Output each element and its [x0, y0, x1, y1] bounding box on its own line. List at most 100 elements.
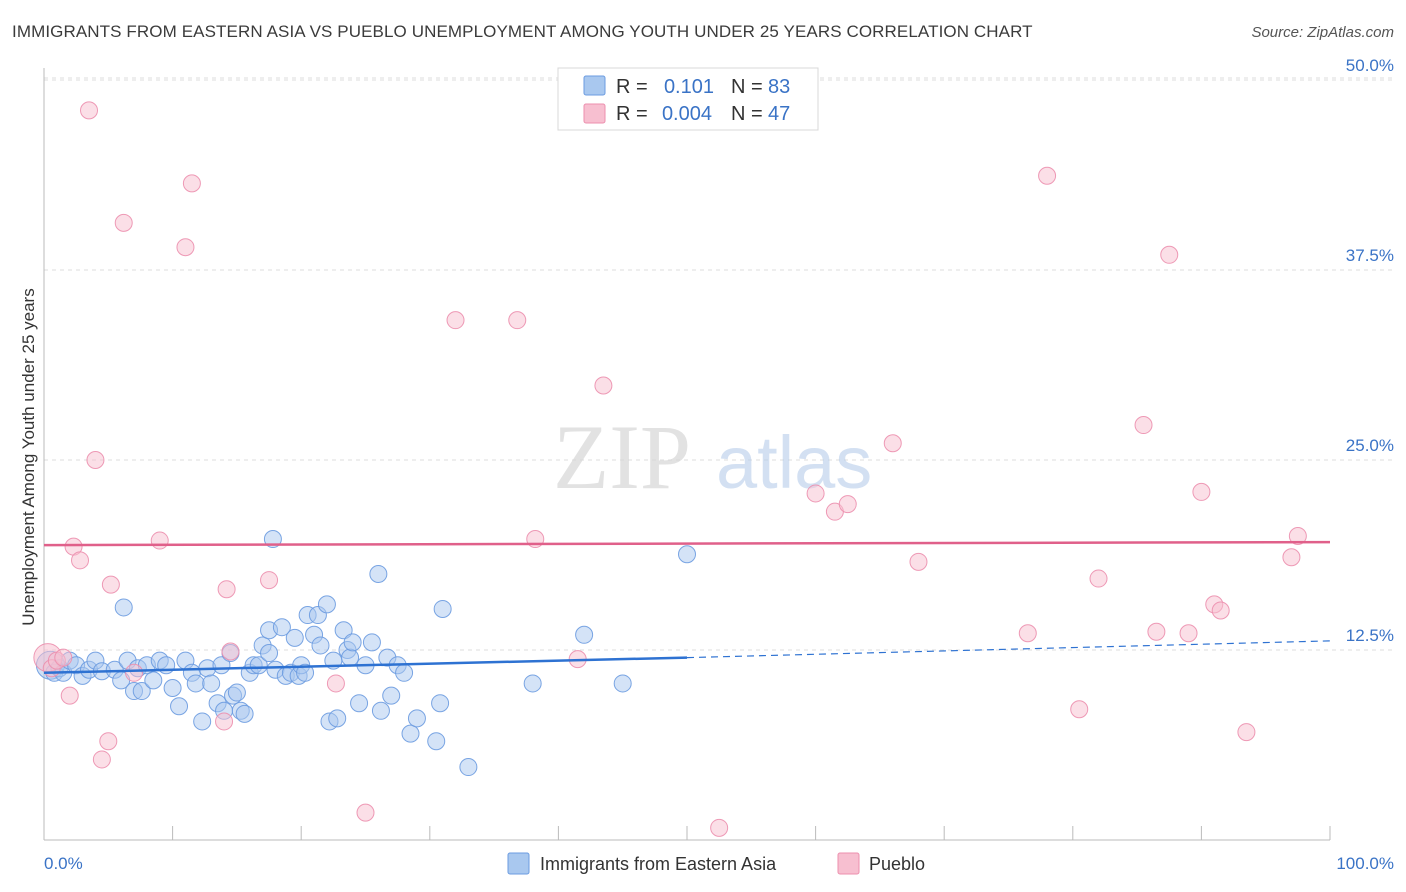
watermark-zip: ZIP — [553, 406, 691, 508]
gridlines — [44, 77, 1394, 651]
y-tick-label: 12.5% — [1346, 626, 1394, 645]
point-pueblo — [1134, 416, 1153, 435]
point-immigrants-eastern-asia — [227, 683, 246, 702]
point-pueblo — [92, 750, 111, 769]
point-pueblo — [446, 311, 465, 330]
point-pueblo — [508, 311, 527, 330]
y-tick-label: 25.0% — [1346, 436, 1394, 455]
trend-lines — [43, 540, 1331, 675]
correlation-legend: R = 0.101 N = 83 R = 0.004 N = 47 — [557, 67, 819, 131]
point-immigrants-eastern-asia — [575, 625, 594, 644]
point-immigrants-eastern-asia — [382, 686, 401, 705]
point-immigrants-eastern-asia — [317, 595, 336, 614]
point-immigrants-eastern-asia — [362, 633, 381, 652]
point-immigrants-eastern-asia — [678, 545, 696, 564]
point-immigrants-eastern-asia — [260, 644, 279, 663]
point-immigrants-eastern-asia — [235, 704, 254, 723]
point-pueblo — [99, 732, 118, 751]
point-immigrants-eastern-asia — [186, 674, 205, 693]
point-immigrants-eastern-asia — [272, 618, 291, 637]
point-pueblo — [838, 495, 857, 514]
point-immigrants-eastern-asia — [144, 671, 163, 690]
point-pueblo — [80, 101, 99, 120]
point-immigrants-eastern-asia — [401, 724, 420, 743]
point-immigrants-eastern-asia — [523, 674, 542, 693]
trend-line-extension-immigrants-eastern-asia — [686, 640, 1331, 659]
point-pueblo — [1282, 548, 1301, 567]
trend-line-immigrants-eastern-asia — [43, 656, 688, 675]
y-axis-label: Unemployment Among Youth under 25 years — [19, 288, 38, 625]
point-pueblo — [54, 648, 73, 667]
point-pueblo — [1018, 624, 1037, 643]
watermark-atlas: atlas — [716, 421, 872, 504]
point-pueblo — [176, 238, 195, 257]
legend-r-label-1: R = — [616, 76, 648, 98]
point-immigrants-eastern-asia — [285, 628, 304, 647]
point-immigrants-eastern-asia — [328, 709, 347, 728]
point-pueblo — [1089, 569, 1108, 588]
point-pueblo — [260, 571, 279, 590]
point-immigrants-eastern-asia — [132, 682, 151, 701]
point-immigrants-eastern-asia — [427, 732, 446, 751]
legend-n-value-1: 83 — [768, 76, 790, 98]
point-immigrants-eastern-asia — [263, 530, 282, 549]
point-immigrants-eastern-asia — [202, 674, 221, 693]
point-pueblo — [1179, 624, 1198, 643]
legend-n-value-2: 47 — [768, 103, 790, 125]
point-pueblo — [101, 575, 120, 594]
point-pueblo — [1237, 723, 1256, 742]
point-pueblo — [356, 803, 375, 822]
legend-swatch-blue — [583, 75, 606, 96]
trend-line-pueblo — [43, 540, 1331, 547]
point-pueblo — [1038, 166, 1057, 185]
point-pueblo — [1288, 527, 1307, 545]
point-pueblo — [326, 674, 345, 693]
point-pueblo — [114, 213, 133, 232]
point-immigrants-eastern-asia — [343, 633, 362, 652]
x-tick-label-max: 100.0% — [1336, 854, 1394, 873]
point-immigrants-eastern-asia — [350, 694, 369, 713]
point-pueblo — [909, 552, 928, 571]
chart-title: IMMIGRANTS FROM EASTERN ASIA VS PUEBLO U… — [12, 22, 1033, 41]
point-immigrants-eastern-asia — [170, 697, 189, 716]
point-pueblo — [71, 551, 90, 570]
point-pueblo — [883, 434, 902, 453]
point-immigrants-eastern-asia — [334, 621, 353, 640]
point-immigrants-eastern-asia — [369, 565, 388, 583]
point-pueblo — [1070, 700, 1089, 719]
point-immigrants-eastern-asia — [395, 663, 414, 682]
point-immigrants-eastern-asia — [613, 674, 632, 693]
point-immigrants-eastern-asia — [296, 663, 315, 682]
point-pueblo — [1211, 601, 1230, 620]
legend-swatch-pink — [583, 103, 606, 124]
source-label: Source: ZipAtlas.com — [1251, 24, 1394, 41]
point-pueblo — [1160, 245, 1179, 264]
series-legend: Immigrants from Eastern Asia Pueblo — [507, 852, 925, 875]
bottom-legend-swatch-pink — [837, 852, 860, 875]
point-immigrants-eastern-asia — [114, 598, 133, 617]
bottom-legend-label-blue: Immigrants from Eastern Asia — [540, 854, 777, 874]
legend-n-label-2: N = — [731, 103, 763, 125]
point-immigrants-eastern-asia — [431, 694, 450, 713]
point-pueblo — [221, 642, 240, 661]
point-pueblo — [182, 174, 201, 193]
y-tick-label: 37.5% — [1346, 246, 1394, 265]
point-immigrants-eastern-asia — [433, 599, 452, 618]
point-pueblo — [86, 451, 105, 469]
point-immigrants-eastern-asia — [311, 636, 330, 655]
y-tick-labels: 12.5% 25.0% 37.5% 50.0% — [1346, 56, 1394, 645]
point-pueblo — [594, 376, 613, 395]
point-pueblo — [806, 484, 825, 503]
point-immigrants-eastern-asia — [459, 758, 478, 777]
point-pueblo — [1147, 622, 1166, 641]
legend-r-value-1: 0.101 — [664, 76, 714, 98]
point-immigrants-eastern-asia — [371, 701, 390, 720]
x-tick-label-min: 0.0% — [44, 854, 83, 873]
point-immigrants-eastern-asia — [341, 648, 360, 667]
point-immigrants-eastern-asia — [163, 679, 182, 697]
point-pueblo — [125, 663, 144, 682]
point-pueblo — [1192, 482, 1211, 501]
point-immigrants-eastern-asia — [249, 656, 268, 675]
legend-n-label-1: N = — [731, 76, 763, 98]
